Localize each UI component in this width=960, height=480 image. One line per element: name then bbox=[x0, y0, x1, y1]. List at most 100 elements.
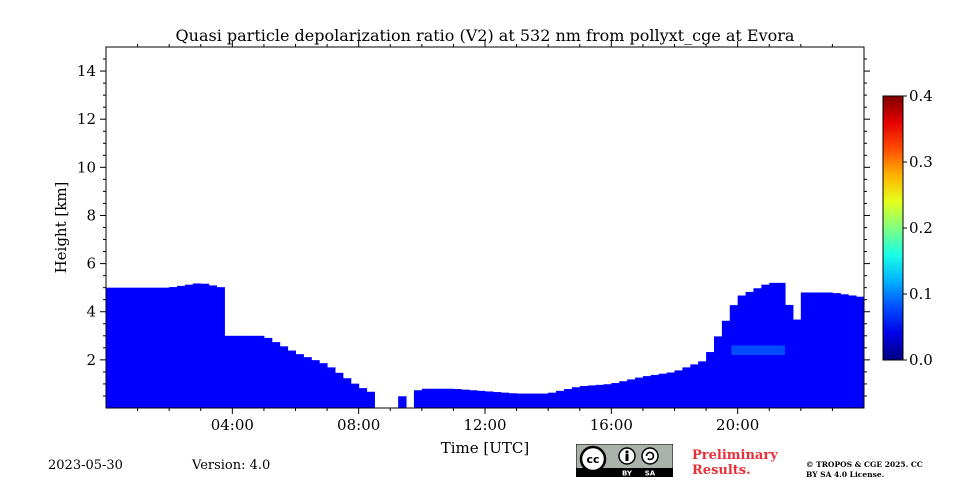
y-tick-label: 10 bbox=[77, 158, 96, 176]
heatmap-cell bbox=[721, 320, 731, 408]
heatmap-cell bbox=[248, 335, 257, 408]
date-label: 2023-05-30 bbox=[48, 458, 123, 473]
heatmap-cell bbox=[619, 381, 628, 408]
x-tick-label: 04:00 bbox=[211, 416, 254, 434]
heatmap-cell bbox=[366, 391, 375, 408]
heatmap-cell bbox=[682, 367, 691, 408]
heatmap-cell bbox=[200, 283, 210, 408]
x-axis-label: Time [UTC] bbox=[441, 439, 530, 457]
cc-icon bbox=[579, 445, 607, 473]
svg-text:cc: cc bbox=[586, 453, 599, 466]
heatmap-cell bbox=[445, 388, 454, 408]
heatmap-cell bbox=[674, 370, 683, 408]
heatmap-cell bbox=[516, 393, 525, 408]
heatmap-cell bbox=[311, 360, 320, 408]
heatmap-cell bbox=[224, 335, 233, 408]
heatmap-cell bbox=[658, 373, 668, 408]
x-tick-label: 08:00 bbox=[337, 416, 380, 434]
heatmap-cell bbox=[398, 396, 407, 408]
heatmap-cell bbox=[808, 292, 818, 408]
heatmap-cell bbox=[642, 376, 652, 408]
heatmap-cell bbox=[729, 305, 739, 408]
svg-text:BY: BY bbox=[622, 470, 633, 478]
heatmap-cell bbox=[192, 283, 202, 408]
heatmap-cell bbox=[840, 294, 849, 408]
heatmap-cell bbox=[595, 384, 604, 408]
heatmap-cell bbox=[469, 390, 478, 408]
heatmap-cell bbox=[437, 388, 447, 408]
heatmap-cell bbox=[216, 287, 225, 408]
heatmap-cell bbox=[208, 285, 218, 408]
heatmap-cell bbox=[800, 292, 810, 408]
colorbar bbox=[882, 95, 904, 361]
heatmap-cell bbox=[713, 336, 723, 408]
colorbar-tick-label: 0.3 bbox=[909, 153, 933, 171]
heatmap-cell bbox=[169, 287, 178, 408]
x-tick-label: 20:00 bbox=[716, 416, 759, 434]
heatmap-cell bbox=[232, 335, 241, 408]
heatmap-cell bbox=[263, 337, 273, 408]
heatmap-cell bbox=[177, 285, 186, 408]
heatmap-cell bbox=[137, 287, 146, 408]
heatmap-cell bbox=[785, 304, 794, 408]
y-tick-label: 12 bbox=[77, 110, 96, 128]
heatmap-cell bbox=[327, 367, 336, 408]
heatmap-cell bbox=[816, 292, 826, 408]
heatmap-cell bbox=[627, 379, 636, 408]
heatmap-cell bbox=[145, 287, 154, 408]
colorbar-tick-label: 0.1 bbox=[909, 285, 933, 303]
heatmap-cell bbox=[153, 287, 162, 408]
y-tick-label: 6 bbox=[86, 255, 96, 273]
heatmap-cell bbox=[334, 372, 344, 408]
preliminary-notice: Preliminary Results. bbox=[692, 448, 778, 478]
heatmap-cell bbox=[161, 287, 170, 408]
heatmap-cell bbox=[485, 391, 494, 408]
heatmap-cell bbox=[319, 363, 328, 408]
heatmap-cell bbox=[121, 287, 131, 408]
heatmap-cell bbox=[287, 350, 296, 408]
colorbar-tick-label: 0.4 bbox=[909, 87, 933, 105]
heatmap-cell bbox=[690, 364, 699, 408]
y-tick-label: 8 bbox=[86, 206, 96, 224]
heatmap-cell bbox=[429, 388, 439, 408]
x-tick-label: 16:00 bbox=[590, 416, 633, 434]
heatmap-cell bbox=[113, 287, 123, 408]
heatmap-cell bbox=[540, 393, 549, 408]
heatmap-cell bbox=[587, 385, 597, 408]
cc-license-badge: cc BY SA bbox=[576, 444, 673, 477]
x-tick-label: 12:00 bbox=[463, 416, 506, 434]
colorbar-tick-label: 0.2 bbox=[909, 219, 933, 237]
heatmap-cell bbox=[635, 377, 644, 408]
heatmap-cell bbox=[477, 390, 486, 408]
heatmap-cell bbox=[240, 335, 249, 408]
heatmap-cell bbox=[556, 390, 565, 408]
y-tick-label: 14 bbox=[77, 62, 96, 80]
heatmap-cell bbox=[184, 284, 194, 408]
heatmap-cell bbox=[532, 393, 541, 408]
y-axis-label: Height [km] bbox=[52, 182, 70, 274]
heatmap-cell bbox=[358, 388, 368, 408]
heatmap-cell bbox=[295, 354, 304, 408]
heatmap-cell bbox=[650, 374, 660, 408]
heatmap-cell bbox=[342, 378, 352, 408]
heatmap-cell bbox=[579, 386, 589, 408]
heatmap-cell bbox=[792, 319, 802, 408]
heatmap-cell bbox=[666, 372, 675, 408]
heatmap-cell bbox=[421, 388, 431, 408]
heatmap-cell bbox=[848, 295, 857, 408]
heatmap-cell bbox=[413, 390, 423, 408]
heatmap-cell bbox=[350, 383, 360, 408]
heatmap-cell bbox=[303, 357, 312, 408]
heatmap-cell bbox=[279, 346, 289, 408]
heatmap-cell bbox=[492, 392, 502, 408]
colorbar-tick-label: 0.0 bbox=[909, 351, 933, 369]
svg-text:SA: SA bbox=[645, 470, 656, 478]
heatmap-cell bbox=[706, 352, 715, 408]
version-label: Version: 4.0 bbox=[192, 458, 271, 473]
heatmap-cell bbox=[603, 384, 612, 408]
heatmap-cell bbox=[129, 287, 139, 408]
y-tick-label: 2 bbox=[86, 351, 96, 369]
heatmap-cell bbox=[524, 393, 533, 408]
heatmap-cell bbox=[508, 393, 518, 408]
